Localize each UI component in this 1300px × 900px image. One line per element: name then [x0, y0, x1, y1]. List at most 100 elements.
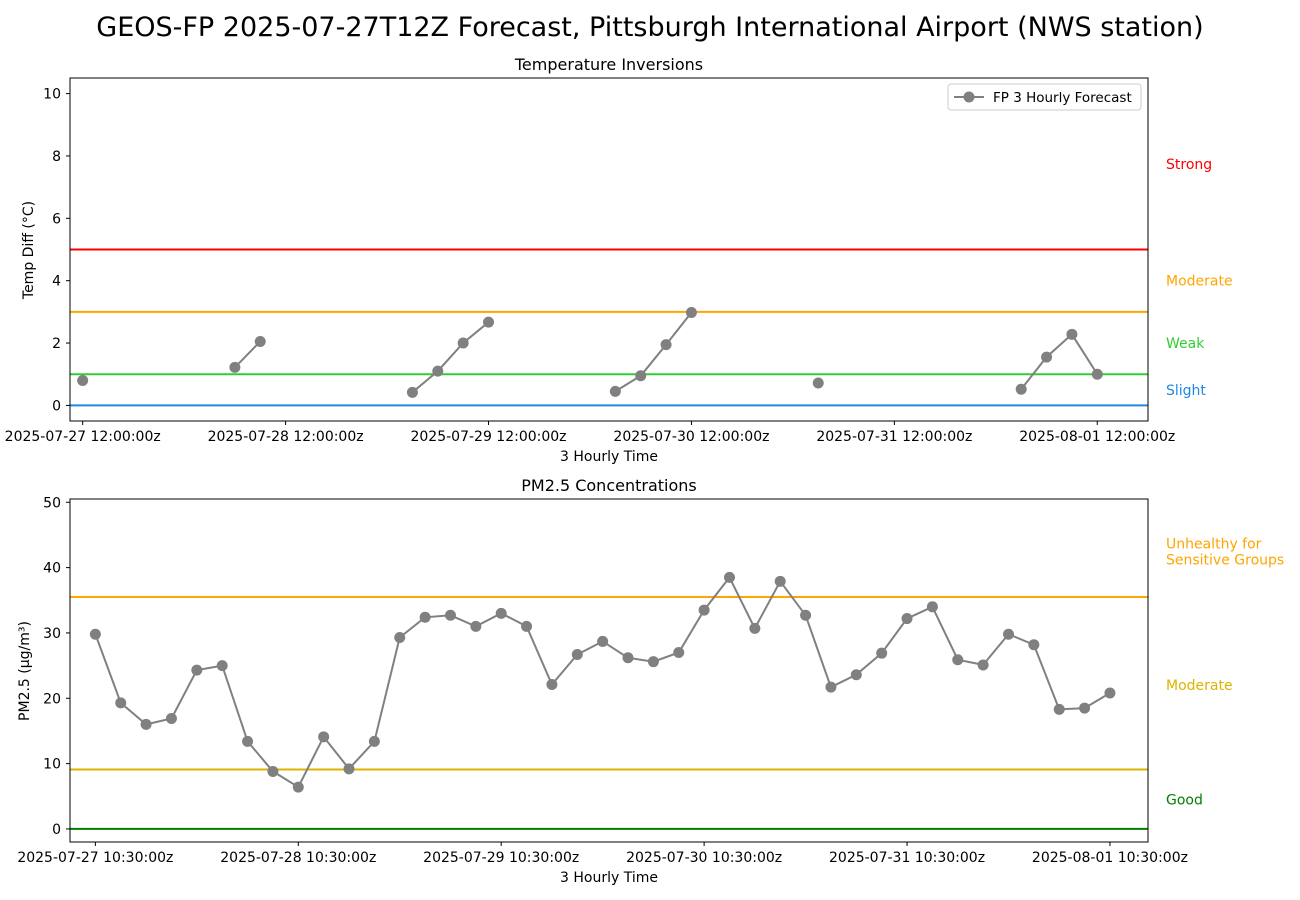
data-point [546, 679, 558, 691]
threshold-label: Moderate [1166, 274, 1233, 290]
data-point [368, 735, 380, 747]
y-tick-label: 2 [52, 336, 61, 352]
x-axis-label: 3 Hourly Time [560, 449, 658, 465]
data-point [723, 571, 735, 583]
data-point [812, 377, 824, 389]
legend-label: FP 3 Hourly Forecast [993, 90, 1132, 106]
data-point [495, 607, 507, 619]
data-point [673, 647, 685, 659]
threshold-label: Good [1166, 793, 1203, 809]
data-point [850, 669, 862, 681]
legend-box [947, 83, 1142, 111]
data-point [419, 611, 431, 623]
series-line [1020, 332, 1099, 390]
figure-suptitle: GEOS-FP 2025-07-27T12Z Forecast, Pittsbu… [96, 12, 1204, 43]
y-tick-label: 10 [43, 87, 61, 103]
threshold-label: Slight [1166, 383, 1206, 399]
data-point [597, 635, 609, 647]
data-point [622, 652, 634, 664]
y-tick-label: 4 [52, 274, 61, 290]
axes-frame [69, 77, 1149, 422]
y-tick-label: 0 [52, 398, 61, 414]
y-tick-label: 30 [43, 626, 61, 642]
series-line [614, 311, 693, 393]
x-tick-label: 2025-07-27 12:00:00z [5, 429, 161, 445]
data-point [165, 713, 177, 725]
threshold-label: Strong [1166, 157, 1212, 173]
data-point [267, 765, 279, 777]
data-point [394, 632, 406, 644]
y-tick-label: 8 [52, 149, 61, 165]
data-point [1002, 628, 1014, 640]
data-point [698, 604, 710, 616]
data-point [774, 575, 786, 587]
x-tick-label: 2025-07-29 12:00:00z [410, 429, 566, 445]
data-point [609, 385, 621, 397]
series-line [94, 575, 1111, 789]
data-point [140, 718, 152, 730]
data-point [901, 613, 913, 625]
y-tick-label: 10 [43, 757, 61, 773]
data-point [571, 648, 583, 660]
data-point [926, 601, 938, 613]
threshold-label: Weak [1166, 336, 1205, 352]
x-tick-label: 2025-07-30 10:30:00z [626, 850, 782, 866]
legend-marker [963, 91, 975, 103]
data-point [825, 681, 837, 693]
data-point [318, 731, 330, 743]
threshold-label: Unhealthy for Sensitive Groups [1166, 536, 1284, 568]
data-point [343, 763, 355, 775]
data-point [647, 656, 659, 668]
data-point [406, 386, 418, 398]
y-axis-label: Temp Diff (°C) [21, 201, 37, 300]
data-point [1066, 328, 1078, 340]
data-point [432, 365, 444, 377]
y-tick-label: 40 [43, 561, 61, 577]
data-point [1079, 702, 1091, 714]
series-line [411, 321, 490, 394]
axes-frame [69, 498, 1149, 843]
data-point [952, 654, 964, 666]
data-point [1015, 383, 1027, 395]
data-point [977, 659, 989, 671]
data-point [115, 697, 127, 709]
x-tick-label: 2025-08-01 12:00:00z [1019, 429, 1175, 445]
x-tick-label: 2025-07-27 10:30:00z [17, 850, 173, 866]
data-point [1053, 703, 1065, 715]
x-tick-label: 2025-07-30 12:00:00z [613, 429, 769, 445]
data-point [1091, 368, 1103, 380]
data-point [457, 337, 469, 349]
x-tick-label: 2025-08-01 10:30:00z [1032, 850, 1188, 866]
data-point [191, 664, 203, 676]
chart-title: Temperature Inversions [514, 55, 703, 74]
x-tick-label: 2025-07-28 12:00:00z [208, 429, 364, 445]
y-tick-label: 6 [52, 211, 61, 227]
data-point [292, 781, 304, 793]
data-point [254, 335, 266, 347]
data-point [89, 628, 101, 640]
data-point [685, 306, 697, 318]
x-axis-label: 3 Hourly Time [560, 870, 658, 886]
x-tick-label: 2025-07-31 10:30:00z [829, 850, 985, 866]
data-point [77, 374, 89, 386]
data-point [876, 647, 888, 659]
y-tick-label: 50 [43, 495, 61, 511]
data-point [521, 620, 533, 632]
data-point [635, 370, 647, 382]
chart-title: PM2.5 Concentrations [521, 476, 697, 495]
x-tick-label: 2025-07-31 12:00:00z [816, 429, 972, 445]
data-point [216, 660, 228, 672]
data-point [483, 316, 495, 328]
y-tick-label: 20 [43, 691, 61, 707]
series-line [234, 340, 261, 369]
y-axis-label: PM2.5 (µg/m³) [17, 621, 33, 721]
data-point [444, 609, 456, 621]
data-point [470, 620, 482, 632]
data-point [749, 622, 761, 634]
x-tick-label: 2025-07-28 10:30:00z [220, 850, 376, 866]
data-point [1104, 687, 1116, 699]
data-point [229, 361, 241, 373]
data-point [242, 735, 254, 747]
data-point [1041, 351, 1053, 363]
